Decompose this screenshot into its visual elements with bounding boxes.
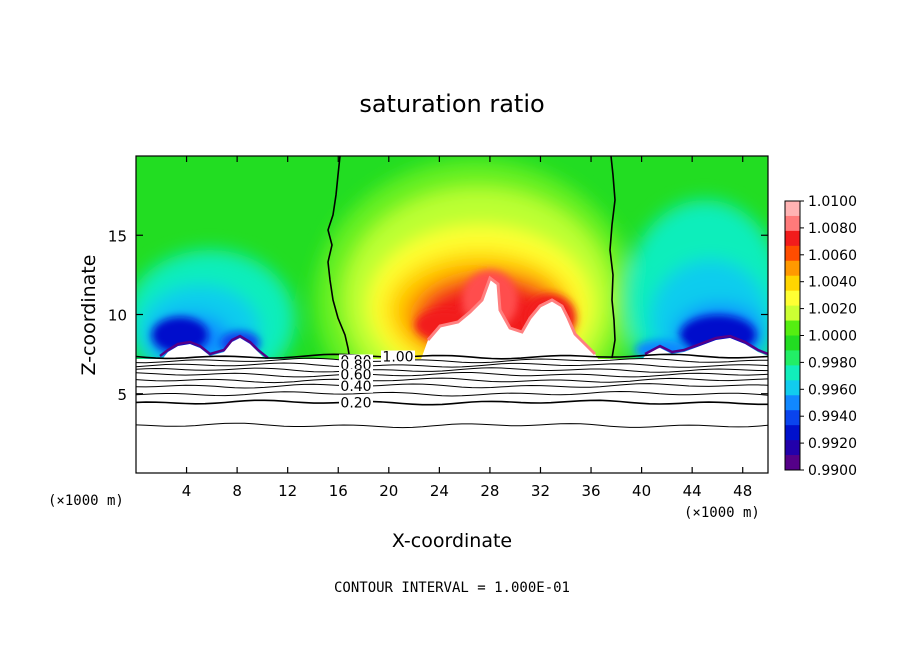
contour-label: 1.00 [382,350,413,366]
colorbar-label: 0.9940 [808,409,857,425]
x-axis-label: X-coordinate [392,530,512,552]
colorbar-swatch [785,290,800,307]
colorbar-label: 1.0000 [808,329,857,345]
x-axis: 4 8 12 16 20 24 28 32 36 40 44 48 [182,156,752,500]
x-tick-label: 16 [329,482,348,500]
contour-line [136,377,768,384]
cloud-region [420,278,600,362]
contour-line [136,390,768,397]
saturation-boundary-right [609,156,616,359]
y-tick-label: 5 [117,386,127,404]
cloud-rim-center [426,275,597,356]
contour-label-bg [339,396,373,410]
colorbar-label: 0.9920 [808,436,857,452]
x-tick-label: 36 [581,482,600,500]
cloud-rim-right [644,334,768,356]
contour-line [136,367,768,373]
colorbar-label: 1.0100 [808,194,857,210]
contour-label: 0.60 [340,368,371,384]
contour-line [136,362,768,368]
colorbar-label: 1.0040 [808,275,857,291]
cloud-right-bumps [640,338,768,362]
x-tick-label: 4 [182,482,192,500]
y-axis: 5 10 15 [108,227,768,404]
y-tick-label: 15 [108,227,127,245]
colorbar-swatch [785,275,800,292]
y-axis-label: Z-coordinate [78,255,100,376]
chart-title: saturation ratio [359,90,544,118]
contour-label: 0.20 [340,395,371,411]
colorbar-swatch [785,440,800,456]
colorbar-label: 0.9960 [808,382,857,398]
colorbar-swatch [785,425,800,441]
colorbar-swatch [785,335,800,351]
x-tick-label: 32 [531,482,550,500]
saturation-boundary-left [327,156,351,361]
colorbar-swatch [785,260,800,277]
x-tick-label: 24 [430,482,449,500]
contour-label-bg [339,379,373,393]
colorbar-label: 1.0060 [808,248,857,264]
x-tick-label: 8 [232,482,242,500]
colorbar-swatch [785,455,800,471]
contour-line [136,353,768,360]
contour-label: 0.40 [340,379,371,395]
contour-line [136,357,768,364]
x-tick-label: 20 [379,482,398,500]
cloud-rim-left [159,334,269,359]
contour-label-bg [339,368,373,382]
contour-line [136,399,768,406]
colorbar-swatch [785,215,800,232]
colorbar-swatch [785,230,800,247]
colorbar-swatch [785,320,800,336]
colorbar-swatch [785,350,800,366]
colorbar-swatch [785,395,800,411]
x-tick-label: 40 [632,482,651,500]
contour-line [136,383,768,389]
contour-line [136,422,768,429]
x-tick-label: 48 [733,482,752,500]
colorbar-label: 1.0080 [808,221,857,237]
colorbar-label: 0.9980 [808,355,857,371]
colorbar-swatch [785,201,800,217]
contour-line [136,372,768,378]
contour-label-bg [381,350,415,364]
x-tick-label: 44 [683,482,702,500]
colorbar-label: 0.9900 [808,463,857,479]
colorbar-swatch [785,305,800,322]
x-unit-right: (×1000 m) [684,505,760,521]
colorbar-swatch [785,380,800,396]
x-unit-left: (×1000 m) [48,493,124,509]
colorbar-swatch [785,365,800,381]
colorbar: 1.0100 1.0080 1.0060 1.0040 1.0020 1.0000 0.99… [784,194,857,479]
x-tick-label: 12 [278,482,297,500]
contour-interval-note: CONTOUR INTERVAL = 1.000E-01 [334,580,570,596]
colorbar-swatch [785,245,800,262]
x-tick-label: 28 [480,482,499,500]
contour-labels: 1.000.900.800.600.400.20 [339,350,415,411]
y-tick-label: 10 [108,307,127,325]
colorbar-label: 1.0020 [808,302,857,318]
contour-lines [136,353,768,429]
subcloud-region [136,359,768,473]
colorbar-swatch [785,410,800,426]
saturation-field [136,156,768,473]
